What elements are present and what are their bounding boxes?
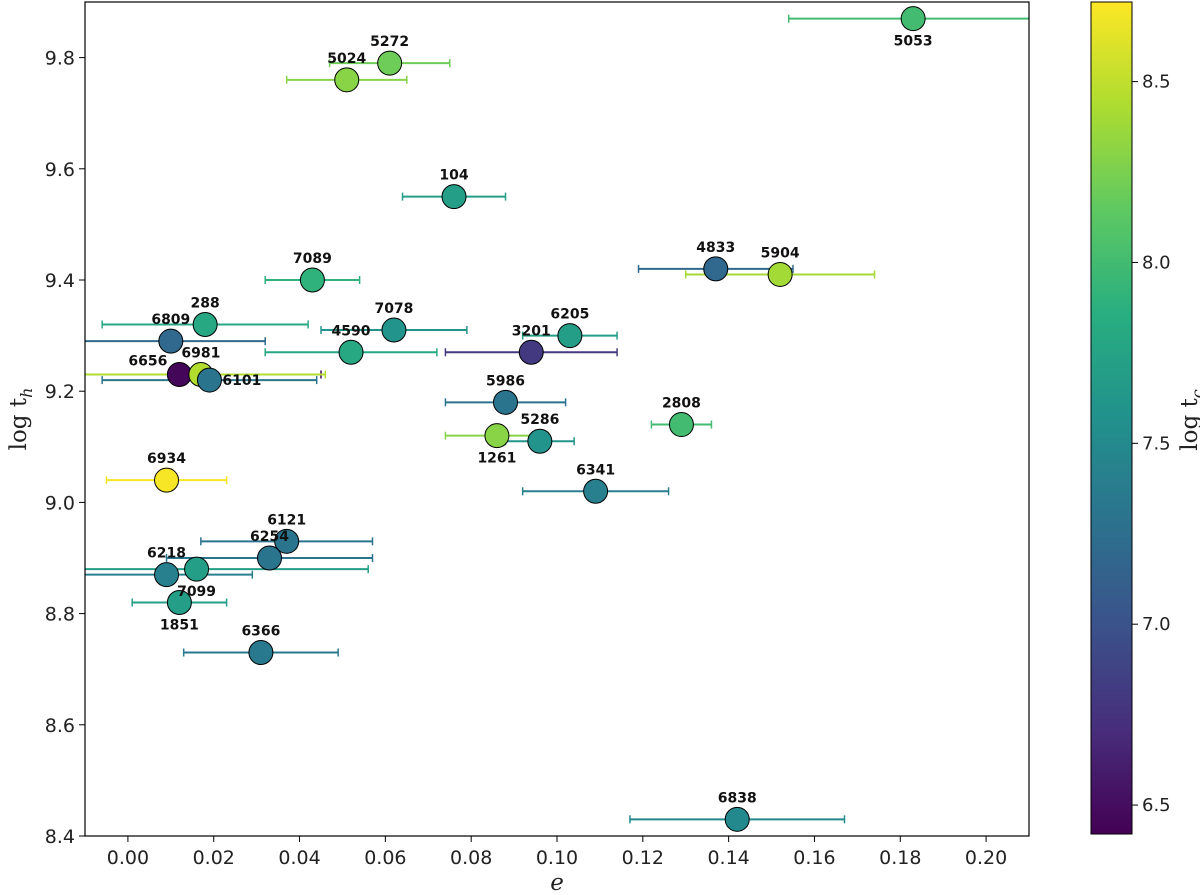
point-label-4833: 4833 <box>696 240 735 256</box>
point-label-6101: 6101 <box>222 373 261 389</box>
colorbar-label-sub: c <box>1188 389 1200 398</box>
colorbar-label: log tc <box>1177 389 1200 450</box>
point-label-6254: 6254 <box>250 529 289 545</box>
point-label-5904: 5904 <box>761 245 800 261</box>
point-6101 <box>196 367 222 393</box>
colorbar-tick-label: 7.0 <box>1142 614 1171 635</box>
point-5904 <box>767 261 793 287</box>
point-label-288: 288 <box>191 295 220 311</box>
point-label-5286: 5286 <box>520 412 559 428</box>
point-label-6934: 6934 <box>147 451 186 467</box>
point-label-6366: 6366 <box>241 624 280 640</box>
x-tick-label: 0.18 <box>879 847 921 869</box>
x-tick-label: 0.08 <box>450 847 492 869</box>
point-6121 <box>274 528 300 554</box>
point-label-5024: 5024 <box>327 51 366 67</box>
point-label-2808: 2808 <box>662 396 701 412</box>
point-5053 <box>900 6 926 32</box>
point-label-6205: 6205 <box>550 307 589 323</box>
point-6341 <box>583 478 609 504</box>
x-tick-label: 0.04 <box>278 847 320 869</box>
colorbar-label-main: log t <box>1177 397 1200 450</box>
point-label-6121: 6121 <box>267 512 306 528</box>
point-5286 <box>527 428 553 454</box>
point-label-5986: 5986 <box>486 373 525 389</box>
y-tick-label: 9.4 <box>45 270 75 292</box>
y-tick-label: 9.0 <box>45 492 75 514</box>
x-tick-label: 0.12 <box>622 847 664 869</box>
point-label-6218: 6218 <box>147 546 186 562</box>
y-tick-label: 9.8 <box>45 48 75 70</box>
point-label-1851: 1851 <box>160 617 199 633</box>
y-axis-label-main: log t <box>6 397 32 450</box>
colorbar-tick-label: 8.0 <box>1142 252 1171 273</box>
point-5024 <box>334 67 360 93</box>
point-6809 <box>158 328 184 354</box>
y-tick-label: 9.2 <box>45 381 75 403</box>
y-axis-ticks: 8.4 8.6 8.8 9.0 9.2 9.4 9.6 9.8 <box>45 48 85 848</box>
y-tick-label: 9.6 <box>45 159 75 181</box>
point-label-5272: 5272 <box>370 34 409 50</box>
point-1261 <box>484 423 510 449</box>
point-6254 <box>257 545 283 571</box>
y-tick-label: 8.4 <box>45 826 75 848</box>
x-tick-label: 0.14 <box>707 847 749 869</box>
point-label-6656: 6656 <box>128 354 167 370</box>
x-tick-label: 0.06 <box>364 847 406 869</box>
colorbar-tick-label: 6.5 <box>1142 795 1171 816</box>
y-tick-label: 8.6 <box>45 715 75 737</box>
colorbar-tick-label: 8.5 <box>1142 72 1171 93</box>
point-label-4590: 4590 <box>332 323 371 339</box>
point-3201 <box>518 339 544 365</box>
colorbar-ticks: 6.5 7.0 7.5 8.0 8.5 <box>1132 72 1171 816</box>
x-tick-label: 0.20 <box>965 847 1007 869</box>
x-axis-label: e <box>550 870 564 895</box>
point-label-7078: 7078 <box>374 301 413 317</box>
colorbar <box>1090 1 1133 835</box>
point-6656 <box>166 362 192 388</box>
point-2808 <box>668 412 694 438</box>
point-label-5053: 5053 <box>894 34 933 50</box>
y-axis-label: log th <box>6 388 36 451</box>
point-7099 <box>184 556 210 582</box>
y-axis-label-sub: h <box>17 388 36 398</box>
point-label-3201: 3201 <box>512 323 551 339</box>
point-6218 <box>154 562 180 588</box>
point-104 <box>441 184 467 210</box>
point-label-6341: 6341 <box>576 462 615 478</box>
point-288 <box>192 311 218 337</box>
x-tick-label: 0.16 <box>793 847 835 869</box>
point-4833 <box>703 256 729 282</box>
point-1851 <box>166 589 192 615</box>
point-label-1261: 1261 <box>477 451 516 467</box>
point-6366 <box>248 640 274 666</box>
x-tick-label: 0.10 <box>536 847 578 869</box>
point-label-104: 104 <box>439 168 468 184</box>
y-tick-label: 8.8 <box>45 604 75 626</box>
point-5986 <box>493 389 519 415</box>
point-label-6838: 6838 <box>718 790 757 806</box>
x-tick-label: 0.00 <box>107 847 149 869</box>
point-7089 <box>299 267 325 293</box>
point-label-6809: 6809 <box>151 312 190 328</box>
point-6838 <box>724 806 750 832</box>
x-tick-label: 0.02 <box>193 847 235 869</box>
point-label-6981: 6981 <box>181 346 220 362</box>
point-6934 <box>154 467 180 493</box>
point-4590 <box>338 339 364 365</box>
errorbar-7099 <box>85 565 369 574</box>
point-label-7089: 7089 <box>293 251 332 267</box>
point-label-7099: 7099 <box>177 584 216 600</box>
point-6205 <box>557 323 583 349</box>
point-5272 <box>377 50 403 76</box>
colorbar-tick-label: 7.5 <box>1142 433 1171 454</box>
x-axis-ticks: 0.00 0.02 0.04 0.06 0.08 0.10 0.12 0.14 0.16 0.18… <box>107 836 1007 869</box>
point-7078 <box>381 317 407 343</box>
point-layer <box>154 6 926 832</box>
